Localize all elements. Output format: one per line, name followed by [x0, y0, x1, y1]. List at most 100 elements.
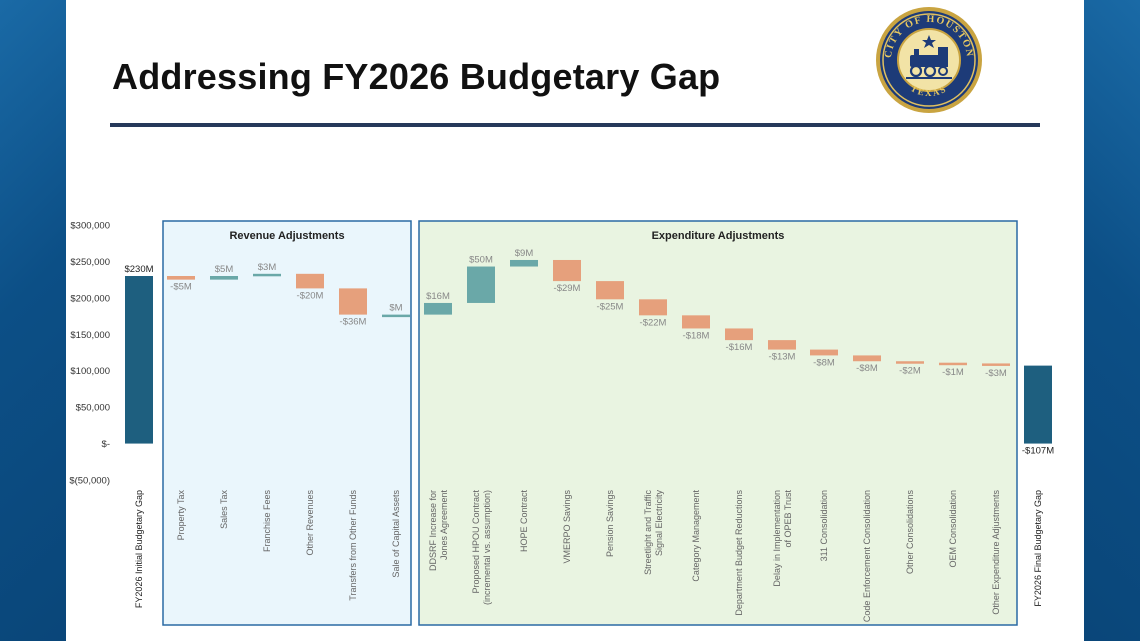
category-label-line: Delay in Implementation [772, 490, 782, 587]
category-label-line: Department Budget Reductions [734, 490, 744, 616]
category-label-line: Jones Agreement [439, 490, 449, 561]
category-label-line: FY2026 Final Budgetary Gap [1033, 490, 1043, 607]
category-label: FY2026 Initial Budgetary Gap [134, 490, 144, 608]
category-label-line: Other Expenditure Adjustments [991, 490, 1001, 615]
data-label: -$107M [1022, 446, 1054, 457]
group-panel [418, 220, 1018, 626]
category-label: DDSRF Increase forJones Agreement [428, 490, 449, 572]
category-label: Department Budget Reductions [734, 490, 744, 616]
data-label: $M [389, 303, 402, 314]
waterfall-bar [810, 349, 838, 356]
category-label: Other Consolidations [905, 490, 915, 575]
y-tick-label: $50,000 [76, 403, 110, 414]
category-label: Franchise Fees [262, 490, 272, 553]
waterfall-bar [725, 328, 753, 341]
waterfall-bar [596, 281, 624, 300]
data-label: $3M [258, 262, 277, 273]
left-background-band [0, 0, 66, 641]
waterfall-bar [853, 355, 881, 362]
category-label: Pension Savings [605, 490, 615, 558]
waterfall-bar [125, 276, 153, 444]
category-label: VMERPO Savings [562, 490, 572, 564]
category-label-line: Transfers from Other Funds [348, 490, 358, 601]
category-label: Sale of Capital Assets [391, 490, 401, 578]
category-label-line: Category Management [691, 490, 701, 582]
category-label: Property Tax [176, 490, 186, 541]
data-label: -$8M [856, 363, 878, 374]
waterfall-bar [296, 273, 324, 289]
category-label: Proposed HPOU Contract(incremental vs. a… [471, 490, 492, 606]
data-label: -$5M [170, 282, 192, 293]
category-label-line: Pension Savings [605, 490, 615, 558]
category-label: Streetlight and TrafficSignal Electricit… [643, 490, 664, 575]
category-label-line: (incremental vs. assumption) [482, 490, 492, 605]
y-tick-label: $(50,000) [69, 476, 110, 487]
data-label: -$2M [899, 366, 921, 377]
category-label-line: Code Enforcement Consolidation [862, 490, 872, 622]
data-label: $230M [124, 264, 153, 275]
data-label: -$18M [683, 330, 710, 341]
data-label: $5M [215, 264, 234, 275]
category-label: Transfers from Other Funds [348, 490, 358, 601]
data-label: -$25M [597, 301, 624, 312]
category-label-line: Franchise Fees [262, 490, 272, 553]
data-label: -$8M [813, 357, 835, 368]
category-label-line: VMERPO Savings [562, 490, 572, 564]
group-label: Revenue Adjustments [229, 230, 344, 242]
data-label: $16M [426, 291, 450, 302]
category-label: Delay in Implementationof OPEB Trust [772, 490, 793, 587]
y-tick-label: $300,000 [70, 221, 110, 232]
data-label: -$22M [640, 317, 667, 328]
y-tick-label: $250,000 [70, 257, 110, 268]
waterfall-bar [939, 362, 967, 366]
data-label: -$1M [942, 367, 964, 378]
waterfall-bar [339, 288, 367, 315]
waterfall-bar [553, 259, 581, 282]
waterfall-bar [167, 276, 195, 280]
waterfall-bar [210, 276, 238, 280]
waterfall-bar [424, 302, 452, 315]
group-label: Expenditure Adjustments [652, 230, 785, 242]
category-label: 311 Consolidation [819, 490, 829, 561]
title-underline [110, 123, 1040, 127]
data-label: $9M [515, 248, 534, 259]
data-label: -$3M [985, 368, 1007, 379]
data-label: -$20M [297, 290, 324, 301]
svg-text:TEXAS: TEXAS [909, 83, 949, 98]
waterfall-bar [768, 340, 796, 350]
category-label-line: Other Consolidations [905, 490, 915, 575]
data-label: -$36M [340, 317, 367, 328]
data-label: -$16M [726, 342, 753, 353]
data-label: $50M [469, 255, 493, 266]
y-tick-label: $150,000 [70, 330, 110, 341]
waterfall-bar [510, 259, 538, 267]
category-label-line: FY2026 Initial Budgetary Gap [134, 490, 144, 608]
data-label: -$29M [554, 283, 581, 294]
waterfall-bar [639, 299, 667, 316]
waterfall-bar [896, 361, 924, 364]
category-label-line: of OPEB Trust [783, 490, 793, 548]
waterfall-bar [982, 363, 1010, 366]
category-label: HOPE Contract [519, 490, 529, 553]
category-label-line: Property Tax [176, 490, 186, 541]
city-seal-logo: CITY OF HOUSTON TEXAS [876, 7, 982, 113]
category-label-line: 311 Consolidation [819, 490, 829, 561]
category-label-line: Sale of Capital Assets [391, 490, 401, 578]
category-label-line: DDSRF Increase for [428, 490, 438, 571]
waterfall-bar [682, 315, 710, 329]
category-label-line: Signal Electricity [654, 490, 664, 557]
category-label-line: Streetlight and Traffic [643, 490, 653, 575]
y-tick-label: $100,000 [70, 366, 110, 377]
category-label: Category Management [691, 490, 701, 582]
waterfall-bar [467, 266, 495, 303]
right-background-band [1084, 0, 1140, 641]
y-tick-label: $- [102, 439, 110, 450]
category-label-line: Sales Tax [219, 490, 229, 529]
slide-title: Addressing FY2026 Budgetary Gap [112, 56, 721, 97]
data-label: -$13M [769, 352, 796, 363]
category-label-line: HOPE Contract [519, 490, 529, 553]
y-tick-label: $200,000 [70, 293, 110, 304]
group-panel [162, 220, 412, 626]
waterfall-bar [1024, 365, 1052, 444]
